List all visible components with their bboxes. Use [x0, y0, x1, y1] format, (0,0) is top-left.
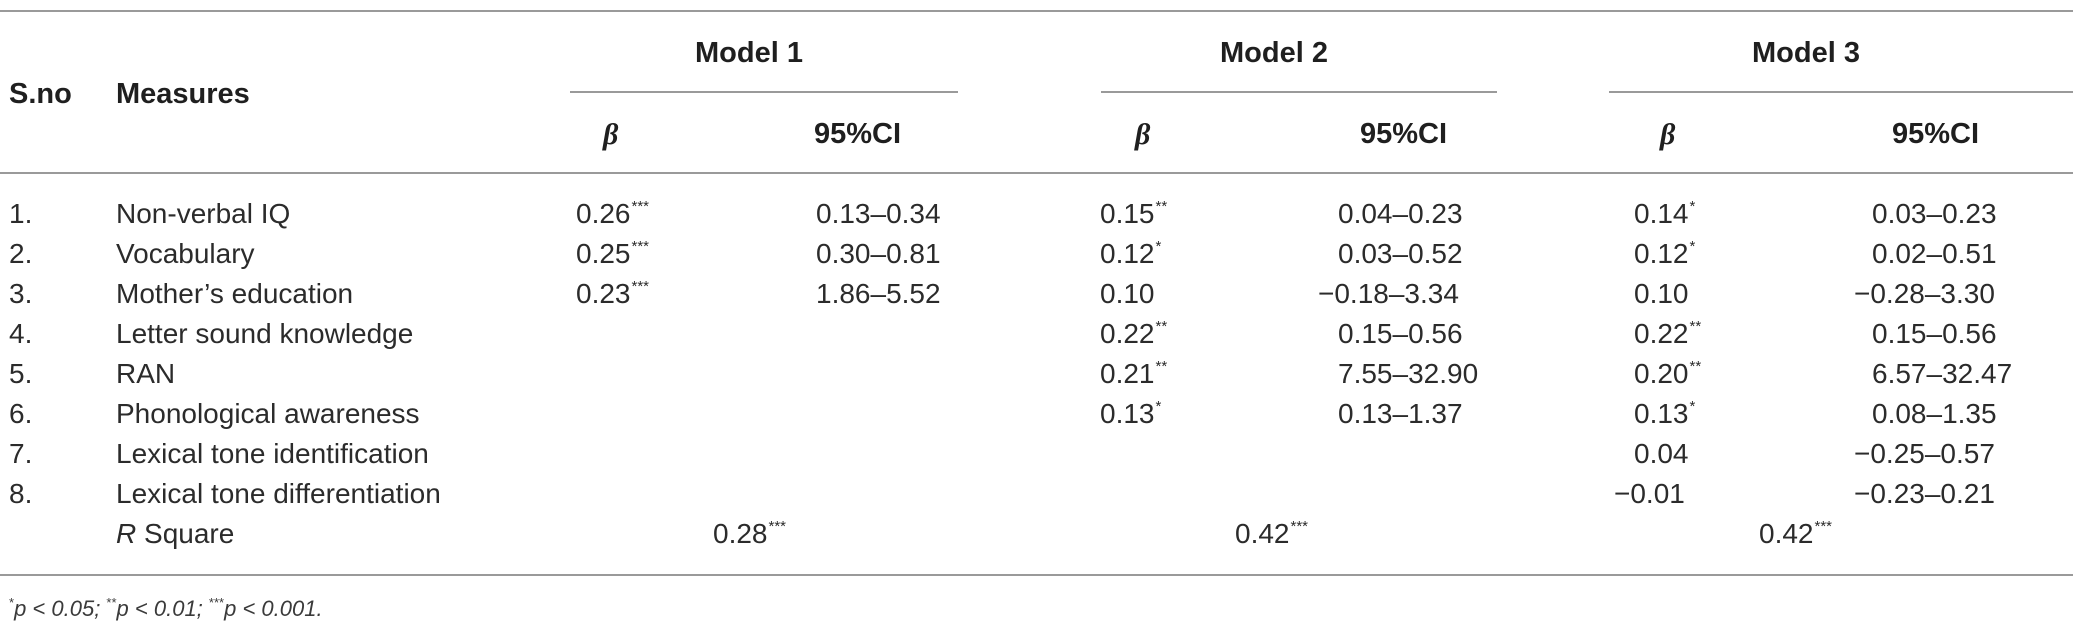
ci-value: −0.23–0.21	[1854, 478, 1995, 509]
ci-value: 7.55–32.90	[1338, 358, 1479, 389]
row-sno: 4.	[9, 318, 33, 349]
beta-value: 0.21**	[1100, 358, 1168, 389]
significance-stars: ***	[631, 238, 650, 255]
header-beta-m1: β	[603, 118, 619, 151]
significance-stars: ***	[1290, 518, 1309, 535]
header-measures: Measures	[116, 78, 250, 110]
ci-value: 0.04–0.23	[1338, 198, 1463, 229]
beta-value: 0.22**	[1634, 318, 1702, 349]
row-sno: 8.	[9, 478, 33, 509]
ci-value: 0.08–1.35	[1872, 398, 1997, 429]
header-bottom-rule	[0, 172, 2073, 174]
table-bottom-rule	[0, 574, 2073, 576]
beta-value: 0.25***	[576, 238, 650, 269]
row-measure: Letter sound knowledge	[116, 318, 414, 349]
beta-value: 0.13*	[1100, 398, 1162, 429]
ci-value: 6.57–32.47	[1872, 358, 2013, 389]
ci-value: 0.03–0.23	[1872, 198, 1997, 229]
rsquare-m2: 0.42***	[1235, 518, 1309, 549]
header-model-2: Model 2	[1220, 37, 1328, 69]
significance-stars: ***	[768, 518, 787, 535]
header-model-3: Model 3	[1752, 37, 1860, 69]
row-sno: 7.	[9, 438, 33, 469]
row-sno: 2.	[9, 238, 33, 269]
header-sno: S.no	[9, 78, 72, 110]
row-sno: 6.	[9, 398, 33, 429]
ci-value: 1.86–5.52	[816, 278, 941, 309]
significance-stars: *	[1689, 398, 1696, 415]
significance-stars: ***	[631, 198, 650, 215]
beta-value: 0.10	[1634, 278, 1689, 309]
beta-value: 0.04	[1634, 438, 1689, 469]
significance-stars: *	[1689, 238, 1696, 255]
ci-value: 0.13–0.34	[816, 198, 941, 229]
ci-value: 0.03–0.52	[1338, 238, 1463, 269]
beta-value: 0.22**	[1100, 318, 1168, 349]
beta-value: −0.01	[1614, 478, 1685, 509]
beta-value: 0.15**	[1100, 198, 1168, 229]
row-measure: RAN	[116, 358, 176, 389]
model2-underline	[1101, 91, 1497, 93]
significance-stars: *	[1155, 398, 1162, 415]
beta-value: 0.13*	[1634, 398, 1696, 429]
beta-value: 0.26***	[576, 198, 650, 229]
beta-value: 0.20**	[1634, 358, 1702, 389]
significance-stars: **	[1689, 318, 1702, 335]
header-beta-m3: β	[1660, 118, 1676, 151]
significance-stars: *	[1155, 238, 1162, 255]
row-measure: Phonological awareness	[116, 398, 420, 429]
significance-stars: **	[1155, 318, 1168, 335]
row-measure: Lexical tone identification	[116, 438, 429, 469]
beta-value: 0.10	[1100, 278, 1155, 309]
row-sno: 5.	[9, 358, 33, 389]
rsquare-m1: 0.28***	[713, 518, 787, 549]
significance-stars: ***	[631, 278, 650, 295]
significance-stars: **	[1689, 358, 1702, 375]
significance-stars: *	[1689, 198, 1696, 215]
header-model-1: Model 1	[695, 37, 803, 69]
ci-value: −0.18–3.34	[1318, 278, 1459, 309]
ci-value: 0.30–0.81	[816, 238, 941, 269]
significance-stars: ***	[1814, 518, 1833, 535]
row-sno: 3.	[9, 278, 33, 309]
beta-value: 0.23***	[576, 278, 650, 309]
row-sno: 1.	[9, 198, 33, 229]
header-beta-m2: β	[1135, 118, 1151, 151]
row-measure: Lexical tone differentiation	[116, 478, 441, 509]
row-measure: Non-verbal IQ	[116, 198, 291, 229]
row-measure: Mother’s education	[116, 278, 354, 309]
table-footnote: *p < 0.05; **p < 0.01; ***p < 0.001.	[9, 595, 323, 621]
ci-value: 0.15–0.56	[1872, 318, 1997, 349]
significance-stars: **	[1155, 198, 1168, 215]
row-measure: Vocabulary	[116, 238, 255, 269]
ci-value: 0.15–0.56	[1338, 318, 1463, 349]
beta-value: 0.12*	[1100, 238, 1162, 269]
rsquare-m3: 0.42***	[1759, 518, 1833, 549]
header-ci-m2: 95%CI	[1360, 118, 1448, 150]
ci-value: −0.28–3.30	[1854, 278, 1995, 309]
ci-value: 0.13–1.37	[1338, 398, 1463, 429]
ci-value: −0.25–0.57	[1854, 438, 1995, 469]
model3-underline	[1609, 91, 2073, 93]
rsquare-label: R Square	[116, 518, 235, 549]
header-ci-m3: 95%CI	[1892, 118, 1980, 150]
beta-value: 0.12*	[1634, 238, 1696, 269]
significance-stars: **	[1155, 358, 1168, 375]
beta-value: 0.14*	[1634, 198, 1696, 229]
top-rule	[0, 10, 2073, 12]
model1-underline	[570, 91, 958, 93]
header-ci-m1: 95%CI	[814, 118, 902, 150]
ci-value: 0.02–0.51	[1872, 238, 1997, 269]
